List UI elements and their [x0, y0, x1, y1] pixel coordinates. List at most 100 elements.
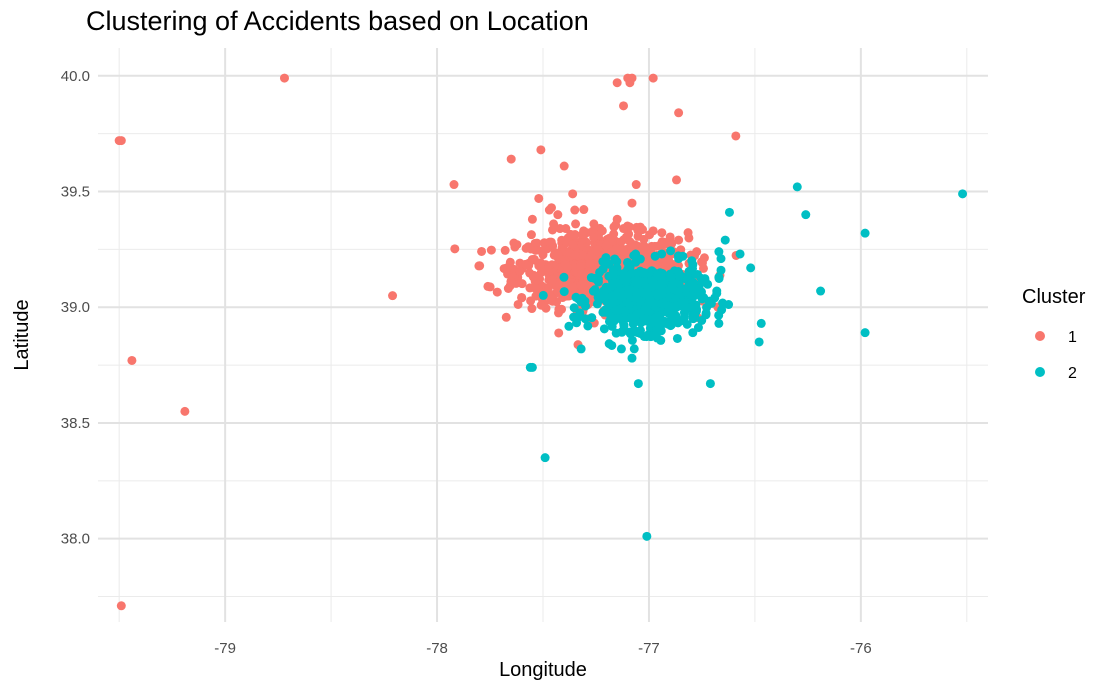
- data-point: [679, 313, 689, 323]
- data-point: [648, 73, 658, 83]
- data-point: [570, 250, 580, 260]
- data-point: [639, 234, 649, 244]
- data-point: [627, 198, 637, 208]
- data-point: [714, 247, 724, 257]
- data-point: [544, 205, 554, 215]
- data-point: [645, 317, 655, 327]
- data-point: [625, 78, 635, 88]
- data-point: [716, 265, 726, 275]
- data-point: [641, 245, 651, 255]
- data-point: [486, 245, 496, 255]
- x-tick-label: -77: [638, 640, 660, 657]
- data-point: [536, 258, 546, 268]
- x-tick-label: -76: [850, 640, 872, 657]
- legend-title: Cluster: [1022, 286, 1086, 308]
- data-point: [645, 294, 655, 304]
- data-point: [500, 245, 510, 255]
- data-point: [597, 290, 607, 300]
- data-point: [680, 298, 690, 308]
- data-point: [545, 237, 555, 247]
- data-point: [612, 244, 622, 254]
- data-point: [450, 244, 460, 254]
- data-point: [682, 319, 692, 329]
- legend-key-1: [1035, 331, 1045, 341]
- data-point: [635, 277, 645, 287]
- data-point: [720, 235, 730, 245]
- data-point: [958, 189, 968, 199]
- data-point: [525, 283, 535, 293]
- data-point: [635, 296, 645, 306]
- data-point: [502, 263, 512, 273]
- data-point: [618, 290, 628, 300]
- data-point: [526, 230, 536, 240]
- data-point: [652, 325, 662, 335]
- data-point: [625, 262, 635, 272]
- data-point: [633, 379, 643, 389]
- data-point: [756, 318, 766, 328]
- legend-label-2: 2: [1068, 365, 1077, 382]
- data-point: [816, 286, 826, 296]
- y-tick-label: 40.0: [61, 68, 90, 85]
- data-point: [731, 131, 741, 141]
- data-point: [674, 235, 684, 245]
- data-point: [572, 314, 582, 324]
- data-point: [631, 180, 641, 190]
- data-point: [564, 321, 574, 331]
- data-point: [686, 302, 696, 312]
- data-point: [629, 251, 639, 261]
- data-point: [547, 275, 557, 285]
- data-point: [665, 232, 675, 242]
- data-point: [619, 101, 629, 111]
- data-point: [697, 258, 707, 268]
- data-point: [601, 253, 611, 263]
- data-point: [717, 305, 727, 315]
- data-point: [716, 254, 726, 264]
- data-point: [616, 237, 626, 247]
- data-point: [645, 331, 655, 341]
- data-point: [116, 601, 126, 611]
- data-point: [636, 318, 646, 328]
- data-point: [714, 318, 724, 328]
- data-point: [513, 299, 523, 309]
- data-point: [506, 276, 516, 286]
- legend-key-2: [1035, 367, 1045, 377]
- data-point: [570, 205, 580, 215]
- data-point: [792, 182, 802, 192]
- data-point: [517, 279, 527, 289]
- data-point: [652, 280, 662, 290]
- data-point: [576, 344, 586, 354]
- data-point: [614, 305, 624, 315]
- data-point: [710, 293, 720, 303]
- series-2: [525, 182, 968, 541]
- x-tick-label: -79: [214, 640, 236, 657]
- data-point: [527, 214, 537, 224]
- data-point: [571, 219, 581, 229]
- data-point: [483, 281, 493, 291]
- data-point: [279, 73, 289, 83]
- data-point: [659, 318, 669, 328]
- data-point: [601, 241, 611, 251]
- data-point: [599, 324, 609, 334]
- data-point: [575, 262, 585, 272]
- data-point: [530, 276, 540, 286]
- data-point: [515, 266, 525, 276]
- data-point: [593, 274, 603, 284]
- data-point: [597, 226, 607, 236]
- data-point: [536, 300, 546, 310]
- y-tick-label: 38.0: [61, 531, 90, 548]
- y-tick-label: 39.5: [61, 184, 90, 201]
- data-point: [666, 246, 676, 256]
- x-axis-title: Longitude: [499, 659, 587, 681]
- data-point: [509, 238, 519, 248]
- data-point: [619, 321, 629, 331]
- data-point: [515, 258, 525, 268]
- data-point: [619, 275, 629, 285]
- data-point: [527, 304, 537, 314]
- data-point: [616, 344, 626, 354]
- data-point: [673, 266, 683, 276]
- data-point: [587, 313, 597, 323]
- data-point: [627, 353, 637, 363]
- data-point: [639, 268, 649, 278]
- data-point: [629, 325, 639, 335]
